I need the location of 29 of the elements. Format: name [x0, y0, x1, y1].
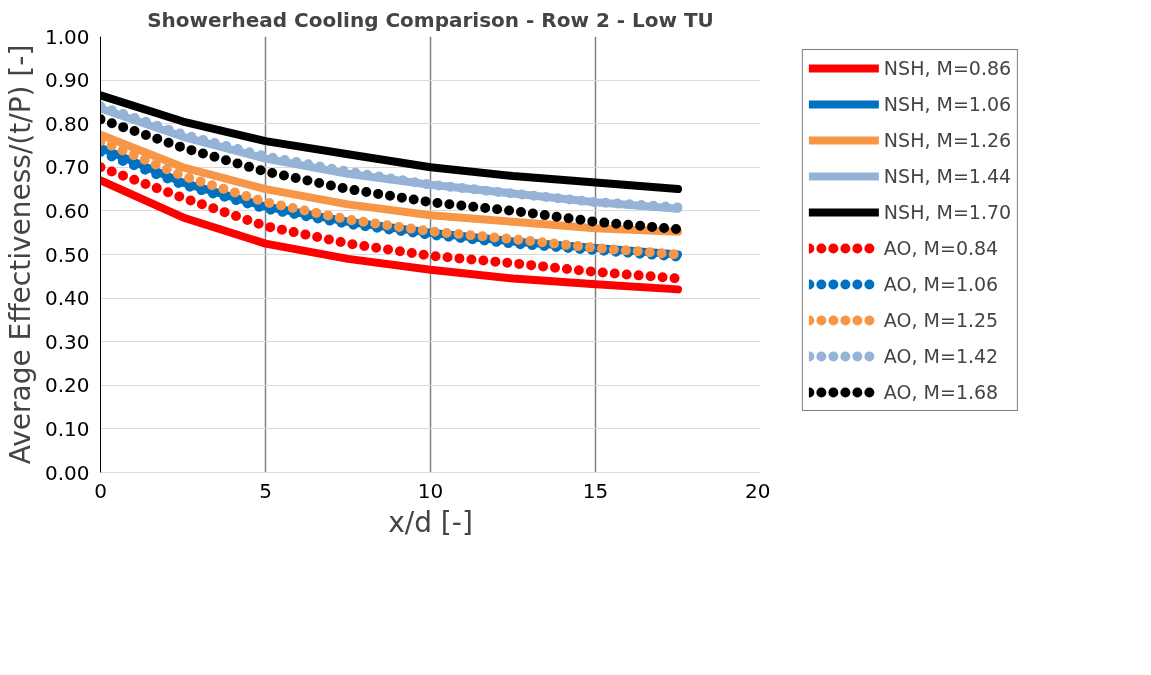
y-tick-label: 0.10 [44, 416, 90, 441]
chart-title: Showerhead Cooling Comparison - Row 2 - Low TU [147, 7, 714, 32]
legend-label: AO, M=1.06 [883, 273, 999, 296]
legend-label: NSH, M=1.44 [883, 165, 1012, 188]
y-tick-label: 0.60 [44, 198, 90, 223]
y-tick-label: 0.00 [44, 460, 90, 485]
y-tick-label: 0.20 [44, 373, 90, 398]
legend-label: NSH, M=0.86 [883, 57, 1012, 80]
legend-label: AO, M=1.25 [883, 309, 999, 332]
x-axis-title: x/d [-] [388, 505, 473, 539]
y-tick-label: 0.40 [44, 286, 90, 311]
legend-label: AO, M=1.68 [883, 381, 999, 404]
y-tick-label: 0.90 [44, 68, 90, 93]
y-axis-title: Average Effectiveness/(t/P) [-] [3, 44, 37, 465]
y-tick-label: 0.30 [44, 329, 90, 354]
legend-label: AO, M=0.84 [883, 237, 999, 260]
x-tick-label: 20 [745, 478, 771, 503]
legend-label: AO, M=1.42 [883, 345, 999, 368]
y-tick-label: 0.50 [44, 242, 90, 267]
legend-label: NSH, M=1.70 [883, 201, 1012, 224]
y-tick-label: 0.80 [44, 111, 90, 136]
x-tick-label: 10 [417, 478, 444, 503]
y-tick-label: 0.70 [44, 155, 90, 180]
y-tick-label: 1.00 [44, 24, 90, 49]
legend-label: NSH, M=1.26 [883, 129, 1012, 152]
x-tick-label: 15 [582, 478, 609, 503]
legend-label: NSH, M=1.06 [883, 93, 1012, 116]
x-tick-label: 5 [259, 478, 272, 503]
x-tick-label: 0 [94, 478, 107, 503]
